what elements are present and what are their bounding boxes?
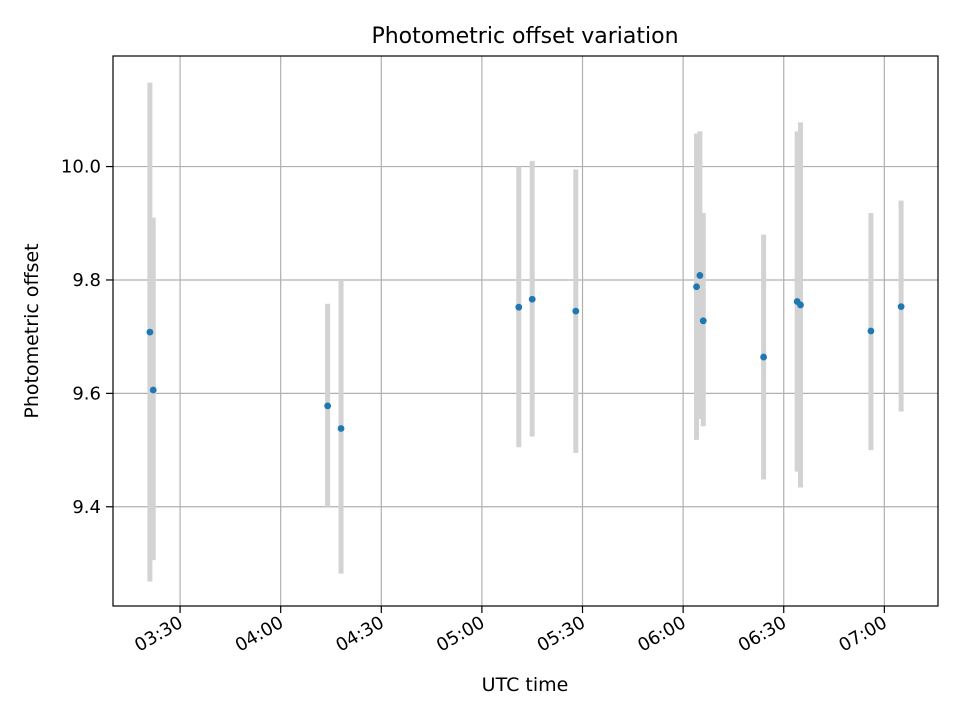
y-tick-label: 10.0 [61, 157, 101, 178]
data-point [696, 272, 704, 279]
data-point [699, 317, 707, 325]
plot-background [113, 56, 938, 606]
data-point [528, 295, 536, 303]
data-point [897, 303, 905, 311]
data-point [146, 328, 154, 336]
data-point [572, 307, 580, 315]
y-axis-ticks: 9.4 9.6 9.8 10.0 [61, 157, 113, 518]
data-point [867, 327, 875, 335]
chart-title: Photometric offset variation [371, 24, 678, 49]
plot-area [112, 55, 939, 607]
data-points [146, 272, 905, 432]
data-point [515, 303, 523, 311]
data-point [324, 402, 332, 410]
data-point [797, 301, 804, 309]
data-point [149, 386, 157, 394]
data-point [760, 353, 768, 361]
data-point [337, 425, 345, 432]
plot-frame [112, 55, 939, 607]
y-tick-label: 9.8 [72, 270, 101, 291]
data-point [693, 283, 700, 291]
y-axis-label: Photometric offset [21, 243, 43, 418]
y-tick-label: 9.4 [72, 497, 101, 518]
y-tick-label: 9.6 [72, 383, 101, 404]
x-axis-label: UTC time [482, 674, 569, 696]
